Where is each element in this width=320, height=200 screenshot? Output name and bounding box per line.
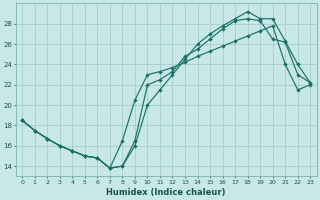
X-axis label: Humidex (Indice chaleur): Humidex (Indice chaleur) xyxy=(107,188,226,197)
